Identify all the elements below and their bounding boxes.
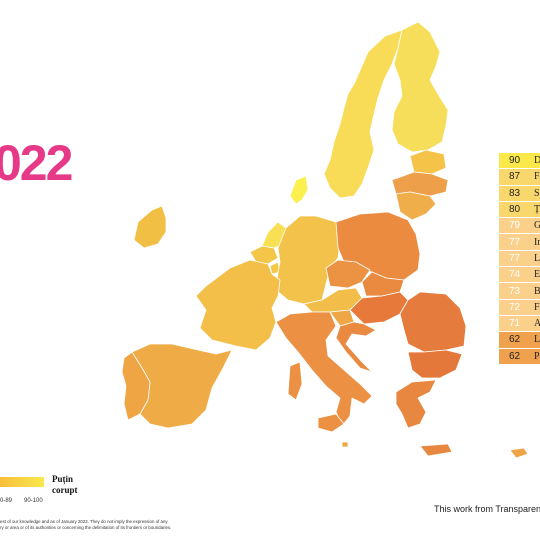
ranking-row: 62Portugalia [499, 348, 540, 365]
ranking-score: 77 [499, 250, 530, 267]
ranking-country: Luxemburg [530, 250, 540, 267]
region-slovakia[interactable] [361, 271, 405, 297]
ranking-row: 74Estonia [499, 267, 540, 284]
ranking-score: 77 [499, 234, 530, 250]
region-italy[interactable] [275, 311, 373, 427]
region-ireland[interactable] [133, 205, 167, 249]
ranking-row: 77Irlanda [499, 234, 540, 251]
region-estonia[interactable] [409, 149, 447, 175]
disclaimer-line1: est of our knowledge and as of January 2… [0, 519, 168, 524]
ranking-country: Estonia [530, 267, 540, 283]
legend-range-left: 0-89 [0, 498, 13, 504]
legend-range-right: 90-100 [24, 498, 43, 504]
ranking-country: Finlanda [530, 169, 540, 185]
ranking-score: 90 [499, 153, 530, 169]
region-croatia[interactable] [335, 321, 377, 373]
region-france[interactable] [195, 259, 281, 351]
ranking-row: 71Austria [499, 315, 540, 333]
region-latvia[interactable] [391, 171, 449, 197]
ranking-row: 83Suedia [499, 185, 540, 202]
ranking-score: 80 [499, 201, 530, 218]
ranking-country: Danemarca [530, 153, 540, 169]
ranking-row: 79Germania [499, 218, 540, 235]
ranking-score: 73 [499, 283, 530, 299]
region-sweden[interactable] [323, 29, 403, 199]
region-cyprus[interactable] [509, 447, 529, 459]
ranking-country: Țările de Jos [530, 201, 540, 218]
ranking-score: 62 [499, 332, 530, 348]
disclaimer: est of our knowledge and as of January 2… [0, 519, 260, 531]
ranking-row: 90Danemarca [499, 153, 540, 170]
legend-title: Puțin corupt [52, 474, 78, 496]
legend-title-line1: Puțin [52, 474, 74, 484]
region-greece-crete[interactable] [419, 443, 453, 457]
legend: 0-89 90-100 Puțin corupt [0, 472, 110, 512]
ranking-score: 74 [499, 267, 530, 283]
ranking-row: 87Finlanda [499, 169, 540, 186]
region-greece[interactable] [395, 379, 437, 429]
region-malta[interactable] [341, 441, 349, 448]
ranking-table: 90Danemarca87Finlanda83Suedia80Țările de… [499, 153, 540, 365]
region-bulgaria[interactable] [407, 349, 463, 379]
ranking-score: 79 [499, 218, 530, 234]
ranking-country: Franța [530, 299, 540, 315]
ranking-score: 72 [499, 299, 530, 315]
ranking-country: Belgia [530, 283, 540, 299]
legend-title-line2: corupt [52, 485, 78, 495]
region-italy-sardinia[interactable] [287, 361, 303, 401]
ranking-row: 72Franța [499, 299, 540, 316]
ranking-country: Suedia [530, 185, 540, 201]
region-czechia[interactable] [325, 259, 371, 289]
ranking-country: Germania [530, 218, 540, 234]
ranking-row: 80Țările de Jos [499, 201, 540, 219]
region-portugal[interactable] [121, 351, 151, 421]
legend-color-bar [0, 477, 44, 487]
ranking-score: 71 [499, 315, 530, 332]
year-title: 022 [0, 135, 73, 191]
region-denmark[interactable] [289, 175, 309, 205]
ranking-country: Portugalia [530, 348, 540, 364]
ranking-row: 73Belgia [499, 283, 540, 300]
ranking-country: Letonia [530, 332, 540, 348]
region-finland[interactable] [391, 21, 449, 153]
ranking-row: 77Luxemburg [499, 250, 540, 268]
region-italy-sicily[interactable] [317, 413, 345, 433]
ranking-score: 62 [499, 348, 530, 364]
disclaimer-line2: ry or area or of its authorities or conc… [0, 525, 172, 530]
region-germany[interactable] [275, 215, 341, 305]
ranking-country: Austria [530, 315, 540, 332]
ranking-row: 62Letonia [499, 332, 540, 349]
ranking-country: Irlanda [530, 234, 540, 250]
region-romania[interactable] [399, 291, 467, 353]
ranking-score: 83 [499, 185, 530, 201]
region-lithuania[interactable] [395, 191, 437, 221]
credit-text: This work from Transparen [434, 504, 540, 514]
ranking-score: 87 [499, 169, 530, 185]
